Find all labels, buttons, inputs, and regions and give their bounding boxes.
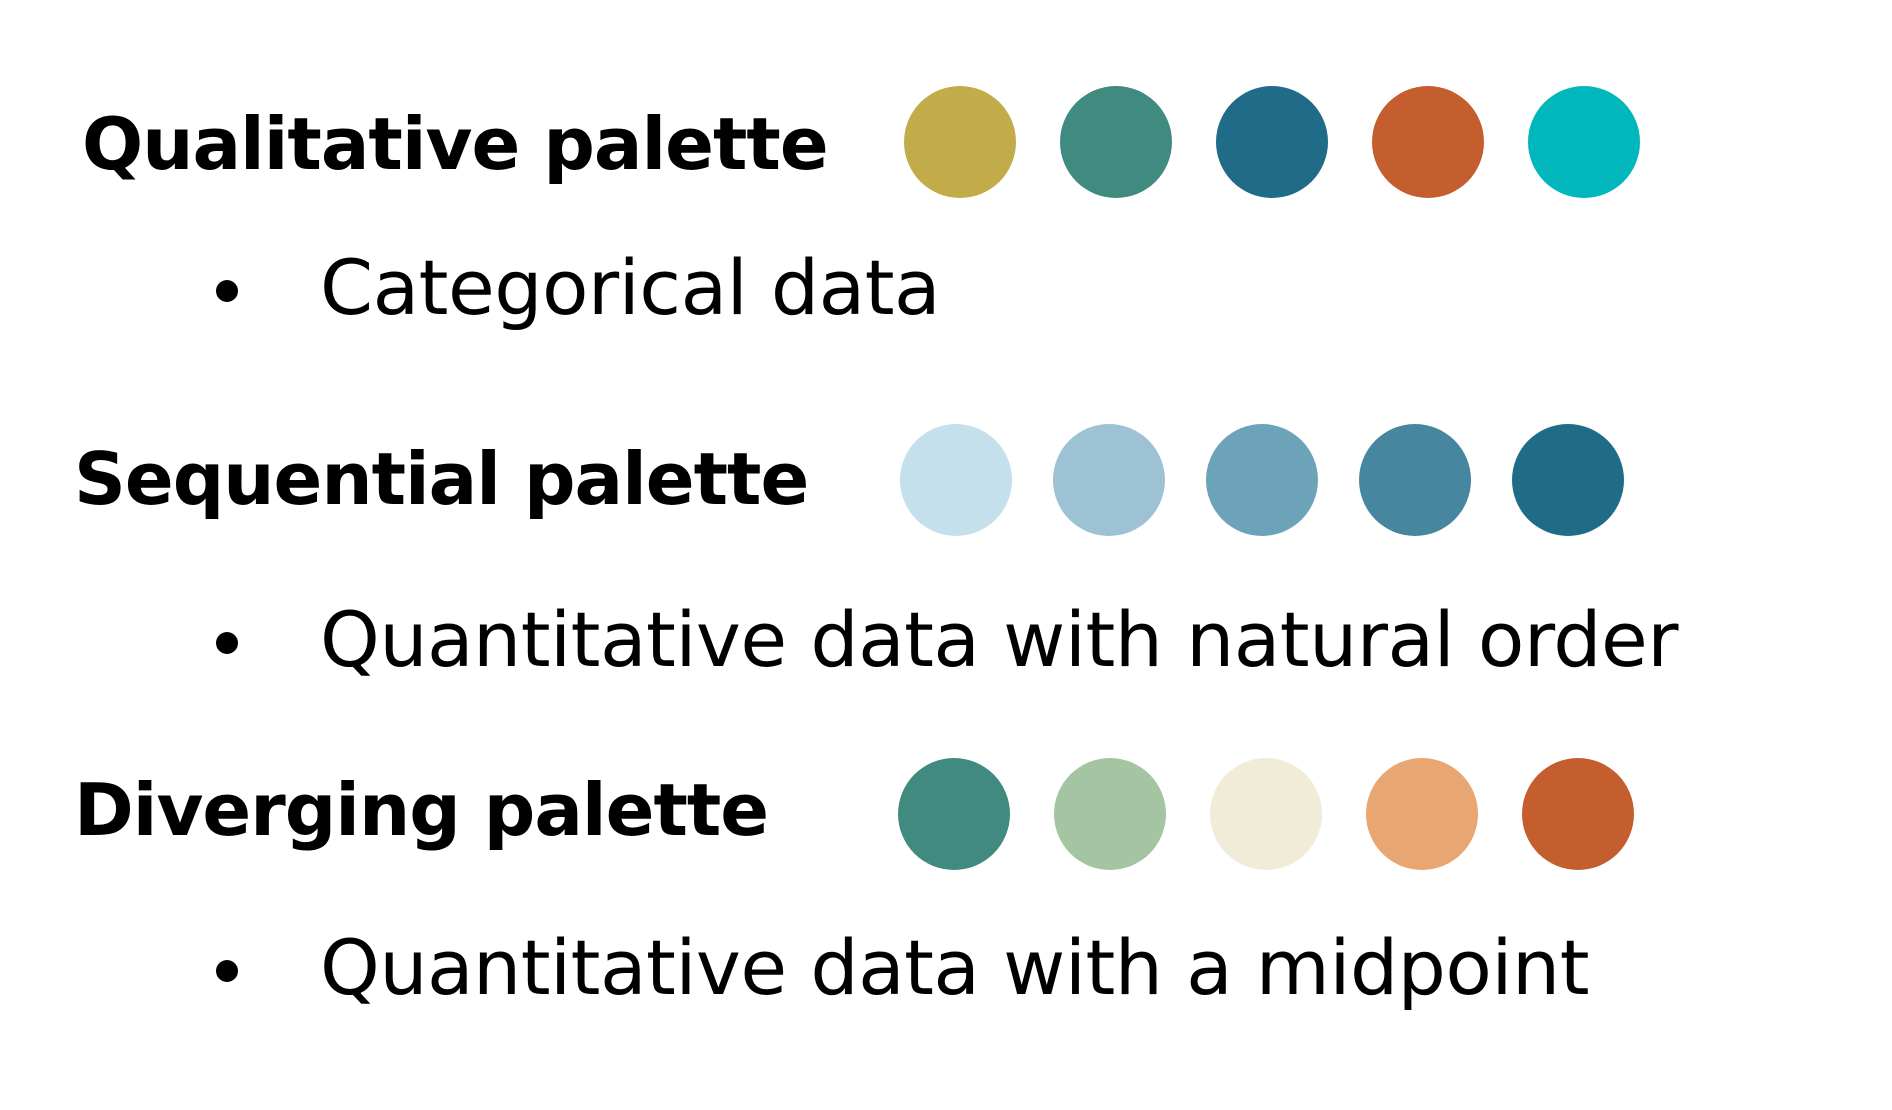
color-swatch [898, 758, 1010, 870]
bullet-text: Categorical data [320, 243, 941, 332]
bullet-icon [216, 632, 238, 654]
color-swatch [1206, 424, 1318, 536]
bullet-icon [216, 960, 238, 982]
color-swatch [904, 86, 1016, 198]
palette-title: Qualitative palette [82, 102, 829, 186]
bullet-text: Quantitative data with a midpoint [320, 923, 1590, 1012]
color-swatch [1366, 758, 1478, 870]
bullet-icon [216, 280, 238, 302]
color-swatch [1216, 86, 1328, 198]
palette-title: Diverging palette [74, 768, 769, 852]
bullet-item: Quantitative data with natural order [0, 600, 1892, 700]
color-swatch [1522, 758, 1634, 870]
color-swatch [1512, 424, 1624, 536]
color-swatch [1060, 86, 1172, 198]
color-swatch [1359, 424, 1471, 536]
color-swatch [1053, 424, 1165, 536]
color-swatch [1528, 86, 1640, 198]
bullet-item: Quantitative data with a midpoint [0, 928, 1892, 1028]
color-swatch [1372, 86, 1484, 198]
color-swatch [900, 424, 1012, 536]
bullet-item: Categorical data [0, 248, 1892, 348]
color-swatch [1210, 758, 1322, 870]
color-swatch [1054, 758, 1166, 870]
palette-title: Sequential palette [74, 437, 809, 521]
bullet-text: Quantitative data with natural order [320, 595, 1679, 684]
